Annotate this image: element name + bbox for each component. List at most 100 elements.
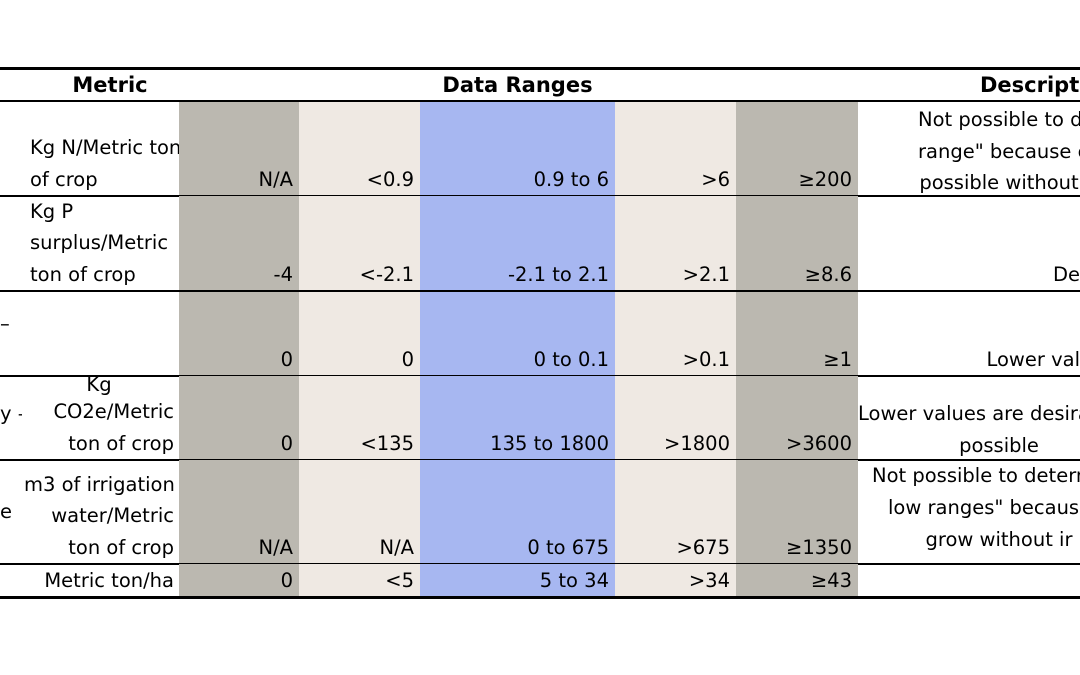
range-value: ≥1350 — [786, 535, 852, 559]
metric-unit-line: water/Metric — [51, 504, 174, 527]
label-fragment-text: e — [0, 500, 12, 523]
metric-unit-line: surplus/Metric — [30, 231, 169, 254]
label-fragment-text: – — [0, 312, 10, 335]
row-border — [0, 596, 1080, 599]
range-value: 0.9 to 6 — [533, 167, 609, 191]
value-target-column: 135 to 1800 — [420, 376, 615, 459]
value-high-column: >0.1 — [615, 292, 736, 375]
metric-unit-cell: Kg N/Metric ton of crop — [30, 102, 180, 195]
metric-unit-line: CO2e/Metric — [53, 400, 174, 423]
metric-unit-cell: m3 of irrigation water/Metric ton of crop — [24, 460, 174, 563]
range-value: ≥1 — [823, 347, 852, 371]
description-line: Lower val — [986, 347, 1080, 371]
data-ranges-header: Data Ranges — [442, 73, 593, 97]
value-high-column: >34 — [615, 564, 736, 596]
description-header: Descripti — [980, 73, 1080, 97]
value-max-column: ≥200 — [736, 102, 858, 195]
row-label-fragment: y – — [0, 376, 22, 459]
metric-unit-cell: Kg CO2e/Metric ton of crop — [24, 376, 174, 459]
description-line — [858, 292, 1080, 318]
range-value: >675 — [676, 535, 730, 559]
range-value: <5 — [385, 568, 414, 592]
value-low-column: <5 — [299, 564, 420, 596]
description-line — [858, 196, 1080, 227]
metric-unit-line: Metric ton/ha — [44, 568, 174, 592]
range-value: >34 — [688, 568, 730, 592]
description-line: range" because c — [918, 139, 1080, 163]
description-cell: Not possible to de range" because c possib… — [858, 102, 1080, 195]
value-low-column: <0.9 — [299, 102, 420, 195]
range-value: 5 to 34 — [539, 568, 609, 592]
value-target-column: 0.9 to 6 — [420, 102, 615, 195]
header-bottom-border — [0, 100, 1080, 102]
metric-unit-cell: Kg P surplus/Metric ton of crop — [30, 196, 180, 290]
value-max-column: ≥1 — [736, 292, 858, 375]
metric-unit-line: ton of crop — [68, 535, 174, 559]
value-max-column: ≥8.6 — [736, 196, 858, 290]
description-cell — [858, 564, 1080, 596]
row-label-fragment: e — [0, 460, 22, 563]
value-target-column: -2.1 to 2.1 — [420, 196, 615, 290]
metric-unit-line: m3 of irrigation — [24, 472, 174, 496]
range-value: 0 to 675 — [527, 535, 609, 559]
range-value: N/A — [379, 535, 415, 559]
description-cell: Not possible to determi low ranges" becau… — [858, 460, 1080, 563]
value-na-column: -4 — [179, 196, 299, 290]
value-na-column: 0 — [179, 376, 299, 459]
description-cell: Lower values are desirab possible — [858, 376, 1080, 459]
label-fragment-text: y – — [0, 402, 22, 425]
metric-unit-line: Kg N/Metric ton — [30, 136, 180, 159]
value-target-column: 0 to 675 — [420, 460, 615, 563]
value-max-column: ≥1350 — [736, 460, 858, 563]
range-value: -2.1 to 2.1 — [507, 262, 609, 286]
range-value: <135 — [360, 431, 414, 455]
row-label-fragment — [0, 196, 22, 290]
range-value: 0 to 0.1 — [533, 347, 609, 371]
description-line: low ranges" because b — [888, 496, 1080, 519]
range-value: 135 to 1800 — [490, 431, 609, 455]
value-high-column: >675 — [615, 460, 736, 563]
range-value: ≥200 — [798, 167, 852, 191]
description-line: Not possible to de — [918, 108, 1080, 131]
row-label-fragment — [0, 102, 22, 195]
top-border — [0, 67, 1080, 70]
value-low-column: <135 — [299, 376, 420, 459]
description-line: Lower values are desirab — [858, 402, 1080, 425]
range-value: 0 — [280, 431, 293, 455]
range-value: <-2.1 — [359, 262, 414, 286]
row-label-fragment: – — [0, 292, 22, 375]
range-value: >1800 — [664, 431, 730, 455]
description-cell: Lower val — [858, 292, 1080, 375]
range-value: -4 — [273, 262, 293, 286]
value-low-column: <-2.1 — [299, 196, 420, 290]
value-max-column: >3600 — [736, 376, 858, 459]
value-na-column: 0 — [179, 564, 299, 596]
metric-unit-line: Kg — [86, 376, 112, 396]
range-value: >0.1 — [682, 347, 730, 371]
description-cell: De — [858, 196, 1080, 290]
range-value: N/A — [258, 535, 294, 559]
value-low-column: 0 — [299, 292, 420, 375]
description-line — [858, 564, 1080, 596]
value-high-column: >2.1 — [615, 196, 736, 290]
range-value: <0.9 — [366, 167, 414, 191]
value-max-column: ≥43 — [736, 564, 858, 596]
metric-unit-line: ton of crop — [68, 431, 174, 455]
description-line: De — [1052, 262, 1080, 286]
range-value: ≥43 — [810, 568, 852, 592]
range-value: >2.1 — [682, 262, 730, 286]
description-line: Not possible to determi — [872, 464, 1080, 487]
metric-unit-line: Kg P — [30, 199, 74, 223]
value-target-column: 0 to 0.1 — [420, 292, 615, 375]
range-value: >3600 — [786, 431, 852, 455]
value-high-column: >1800 — [615, 376, 736, 459]
row-border — [0, 290, 1080, 292]
value-na-column: 0 — [179, 292, 299, 375]
value-high-column: >6 — [615, 102, 736, 195]
description-line: possible — [959, 433, 1039, 457]
metric-header: Metric — [72, 73, 148, 97]
value-low-column: N/A — [299, 460, 420, 563]
description-line — [858, 318, 1080, 344]
description-line — [858, 227, 1080, 258]
range-value: ≥8.6 — [804, 262, 852, 286]
